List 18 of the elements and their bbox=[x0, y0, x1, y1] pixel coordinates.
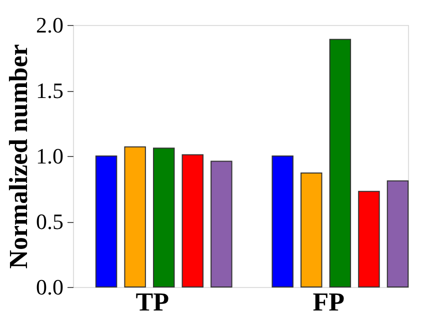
x-tick-label: TP bbox=[136, 288, 170, 316]
y-tick-label: 0.5 bbox=[36, 209, 64, 234]
bar bbox=[95, 156, 118, 288]
y-axis-title: Normalized number bbox=[4, 44, 33, 269]
bar bbox=[124, 146, 146, 288]
bar bbox=[272, 156, 294, 288]
y-tick-label: 2.0 bbox=[36, 12, 64, 38]
y-tick-label: 0.0 bbox=[36, 274, 64, 300]
bar bbox=[358, 190, 380, 288]
bar bbox=[329, 38, 352, 288]
bar bbox=[152, 148, 175, 288]
x-tick-label: FP bbox=[312, 288, 345, 316]
y-tick-label: 1.0 bbox=[36, 144, 64, 168]
bar bbox=[182, 154, 204, 288]
bar bbox=[210, 160, 232, 288]
bar bbox=[386, 180, 409, 288]
y-tick-label: 1.5 bbox=[36, 78, 64, 103]
bar bbox=[300, 172, 322, 288]
